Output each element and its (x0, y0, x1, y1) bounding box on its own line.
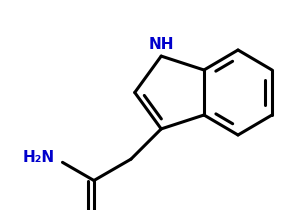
Text: NH: NH (148, 37, 174, 52)
Text: H₂N: H₂N (22, 150, 55, 165)
